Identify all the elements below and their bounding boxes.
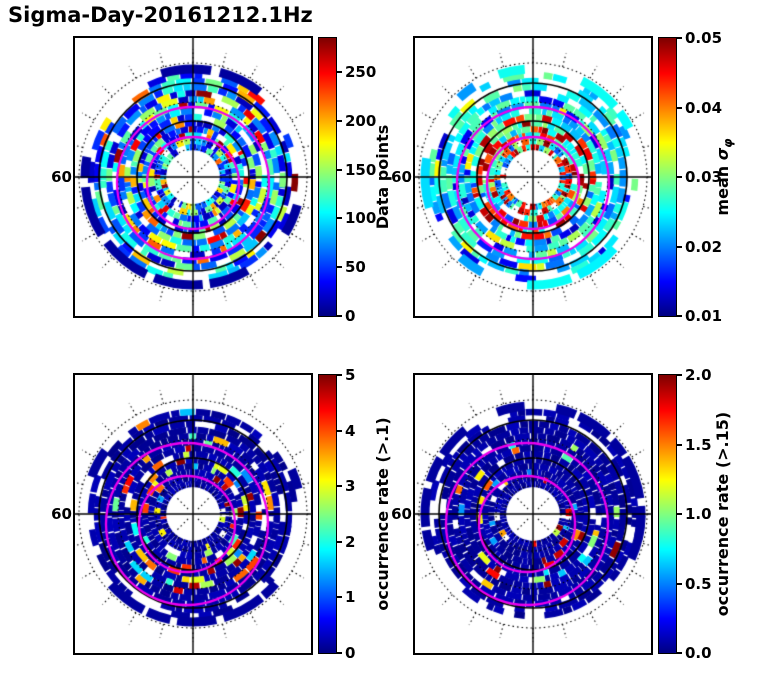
- colorbar-tick: [337, 71, 342, 74]
- polar-plot-canvas: [73, 36, 313, 318]
- colorbar: [318, 37, 337, 317]
- colorbar-tick-label: 2.0: [685, 366, 712, 384]
- colorbar-tick-label: 0.0: [685, 644, 712, 662]
- colorbar-tick-label: 0.5: [685, 574, 712, 593]
- panel-occurrence-rate-gt-0-15: 60 occurrence rate (>.15) 0.0 0.5 1.0 1.5 2.…: [391, 366, 732, 662]
- colorbar-tick-label: 0.05: [685, 29, 723, 47]
- colorbar-tick: [337, 217, 342, 220]
- colorbar-tick: [337, 429, 342, 432]
- colorbar-tick-label: 1: [345, 588, 356, 607]
- colorbar: [658, 374, 677, 654]
- colorbar-tick: [337, 485, 342, 488]
- colorbar-tick-label: 50: [345, 258, 366, 277]
- colorbar-tick-label: 0.02: [685, 237, 723, 256]
- colorbar-tick: [677, 513, 682, 515]
- colorbar-tick-label: 0.03: [685, 168, 723, 186]
- colorbar-tick: [337, 119, 342, 122]
- panel-data-points: 60 Data points 0 50 100 150 200 250: [51, 36, 392, 325]
- phi-subscript: φ: [721, 138, 736, 148]
- colorbar-tick: [337, 652, 342, 654]
- sigma-symbol: σ: [713, 147, 732, 161]
- latitude-label: 60: [391, 505, 412, 523]
- colorbar-tick-label: 150: [345, 160, 377, 179]
- colorbar-tick: [337, 596, 342, 599]
- colorbar-tick: [677, 582, 682, 585]
- colorbar-tick: [337, 315, 342, 317]
- colorbar-tick-label: 1.5: [685, 435, 712, 454]
- colorbar-label: occurrence rate (>.15): [713, 411, 732, 617]
- latitude-label: 60: [51, 168, 72, 186]
- colorbar-tick-label: 0: [345, 307, 356, 325]
- colorbar-tick: [677, 443, 682, 446]
- colorbar-tick-label: 0: [345, 644, 356, 662]
- colorbar-tick-label: 0.01: [685, 307, 723, 325]
- colorbar-tick: [677, 315, 682, 317]
- colorbar-tick: [337, 540, 342, 543]
- colorbar-tick-label: 2: [345, 532, 356, 551]
- colorbar-tick: [677, 245, 682, 248]
- colorbar-tick-label: 5: [345, 366, 356, 384]
- colorbar-tick-label: 0.04: [685, 98, 723, 117]
- colorbar-tick-label: 100: [345, 209, 377, 228]
- colorbar-tick-label: 4: [345, 421, 356, 440]
- colorbar: [318, 374, 337, 654]
- colorbar-tick-label: 250: [345, 63, 377, 82]
- colorbar-tick: [677, 374, 682, 376]
- colorbar-tick: [337, 266, 342, 269]
- colorbar: [658, 37, 677, 317]
- colorbar-tick: [677, 176, 682, 178]
- colorbar-tick: [677, 652, 682, 654]
- polar-plot-canvas: [413, 36, 653, 318]
- figure-title: Sigma-Day-20161212.1Hz: [8, 3, 313, 27]
- colorbar-tick-label: 1.0: [685, 505, 712, 523]
- latitude-label: 60: [391, 168, 412, 186]
- colorbar-tick: [337, 374, 342, 376]
- polar-plot-canvas: [413, 373, 653, 655]
- polar-plot-canvas: [73, 373, 313, 655]
- colorbar-tick: [337, 168, 342, 171]
- colorbar-tick-label: 200: [345, 111, 377, 130]
- colorbar-tick-label: 3: [345, 477, 356, 496]
- panel-mean-sigma-phi: 60 mean σφ 0.01 0.02 0.03 0.04 0.05: [391, 29, 735, 325]
- latitude-label: 60: [51, 505, 72, 523]
- colorbar-tick: [677, 106, 682, 109]
- colorbar-tick: [677, 37, 682, 39]
